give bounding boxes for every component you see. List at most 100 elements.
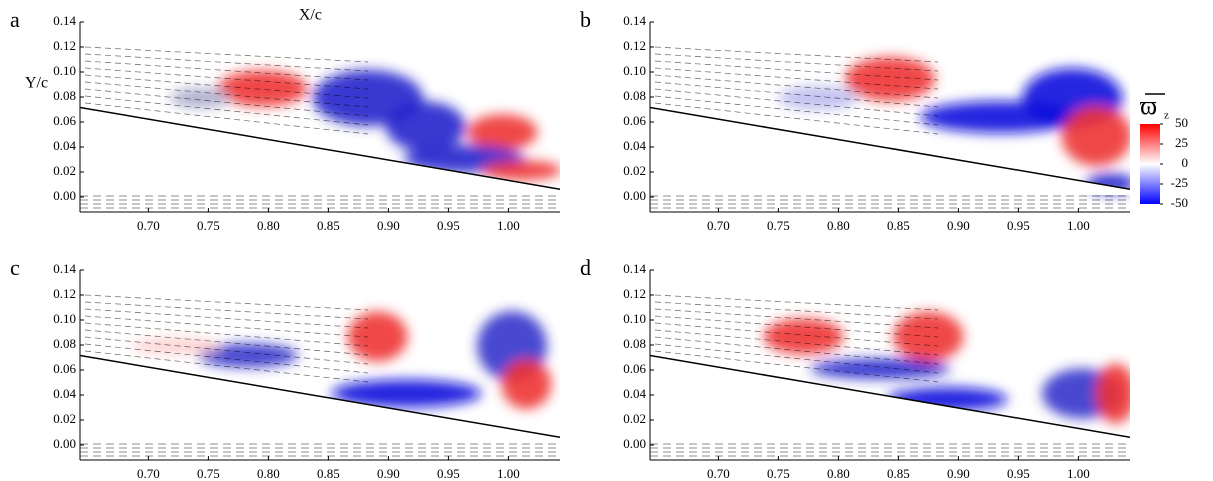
y-tick-label: 0.06: [623, 361, 646, 376]
x-tick-label: 0.80: [827, 218, 850, 233]
x-tick-label: 0.85: [887, 218, 910, 233]
y-axis-label: Y/c: [25, 75, 48, 92]
y-tick-label: 0.14: [623, 261, 646, 276]
streamline: [654, 301, 939, 320]
y-tick-label: 0.14: [53, 13, 76, 28]
vorticity-field: [80, 37, 560, 212]
colorbar: 50 25 0 -25 -50 ϖ z: [1140, 91, 1188, 210]
y-tick-label: 0.02: [623, 163, 646, 178]
vortex: [385, 101, 466, 152]
y-tick-label: 0.12: [53, 38, 76, 53]
vortex: [481, 160, 560, 181]
streamline: [654, 46, 939, 63]
colorbar-tick-label: -25: [1171, 175, 1188, 190]
blobs: [778, 57, 1130, 194]
streamline: [654, 329, 939, 356]
colorbar-tick-label: 25: [1175, 135, 1188, 150]
x-tick-label: 1.00: [497, 466, 520, 481]
vortex: [198, 343, 298, 368]
streamline: [654, 60, 939, 81]
blobs: [170, 70, 560, 181]
vorticity-field: [80, 285, 560, 460]
x-tick-label: 0.75: [767, 466, 790, 481]
x-tick-label: 0.90: [377, 218, 400, 233]
colorbar-symbol: ϖ: [1140, 91, 1157, 120]
y-tick-label: 0.02: [53, 411, 76, 426]
streamline: [84, 67, 369, 90]
y-tick-label: 0.04: [623, 138, 646, 153]
x-tick-label: 0.70: [137, 218, 160, 233]
panel: 0.70 0.75 0.80 0.85 0.90 0.95 1.00 0.00 0.02 0.04…: [10, 7, 560, 233]
vortex: [217, 70, 308, 107]
x-tick-label: 0.85: [887, 466, 910, 481]
x-tick-label: 0.95: [1007, 218, 1030, 233]
y-tick-label: 0.10: [623, 63, 646, 78]
y-tick-label: 0.00: [623, 188, 646, 203]
streamline: [654, 53, 939, 72]
y-tick-label: 0.08: [623, 336, 646, 351]
wall: [80, 354, 560, 438]
streamline: [654, 67, 939, 90]
streamline: [84, 329, 369, 356]
y-tick-label: 0.02: [53, 163, 76, 178]
x-tick-label: 0.75: [197, 466, 220, 481]
y-tick-label: 0.04: [53, 386, 76, 401]
vortex: [778, 86, 858, 110]
x-tick-label: 0.95: [437, 218, 460, 233]
vorticity-field: [650, 285, 1130, 460]
x-tick-label: 0.80: [827, 466, 850, 481]
streamline: [84, 343, 369, 374]
x-tick-label: 0.75: [767, 218, 790, 233]
y-tick-label: 0.04: [53, 138, 76, 153]
x-tick-label: 0.70: [707, 466, 730, 481]
streamline: [654, 95, 939, 126]
streamline: [84, 53, 369, 72]
y-tick-label: 0.10: [623, 311, 646, 326]
x-axis-label: X/c: [299, 7, 322, 24]
panel: 0.70 0.75 0.80 0.85 0.90 0.95 1.00 0.00 0.02 0.04…: [580, 7, 1130, 233]
y-tick-label: 0.12: [623, 38, 646, 53]
streamline: [654, 74, 939, 99]
wall: [650, 354, 1130, 438]
airfoil: [80, 355, 560, 444]
y-tick-label: 0.14: [53, 261, 76, 276]
panel-label: b: [580, 7, 591, 32]
y-tick-label: 0.10: [53, 63, 76, 78]
streamline: [654, 294, 939, 311]
streamline: [84, 46, 369, 63]
x-tick-label: 0.85: [317, 466, 340, 481]
y-tick-label: 0.08: [53, 88, 76, 103]
y-tick-label: 0.06: [53, 113, 76, 128]
y-tick-label: 0.10: [53, 311, 76, 326]
y-tick-label: 0.00: [623, 436, 646, 451]
x-tick-label: 0.90: [947, 466, 970, 481]
vortex: [845, 57, 935, 101]
colorbar-subscript: z: [1164, 110, 1169, 122]
x-tick-label: 1.00: [497, 218, 520, 233]
y-tick-label: 0.00: [53, 436, 76, 451]
vortex: [501, 359, 552, 409]
streamline: [84, 315, 369, 338]
y-tick-label: 0.08: [623, 88, 646, 103]
streamline: [654, 81, 939, 108]
streamline: [654, 102, 939, 135]
streamline: [84, 350, 369, 383]
streamline: [654, 350, 939, 383]
streamline: [654, 343, 939, 374]
colorbar-tick-label: 50: [1175, 115, 1188, 130]
x-tick-label: 0.70: [137, 466, 160, 481]
y-tick-label: 0.14: [623, 13, 646, 28]
x-tick-label: 0.95: [437, 466, 460, 481]
panel: 0.70 0.75 0.80 0.85 0.90 0.95 1.00 0.00 0.02 0.04…: [10, 255, 560, 481]
blobs: [131, 311, 552, 409]
streamline: [84, 322, 369, 347]
vortex: [810, 358, 951, 379]
streamline: [654, 308, 939, 329]
x-tick-label: 0.95: [1007, 466, 1030, 481]
panel-label: d: [580, 255, 591, 280]
colorbar-tick-label: -50: [1171, 195, 1188, 210]
vortex: [467, 114, 538, 151]
streamline: [654, 322, 939, 347]
panel-label: a: [10, 7, 20, 32]
